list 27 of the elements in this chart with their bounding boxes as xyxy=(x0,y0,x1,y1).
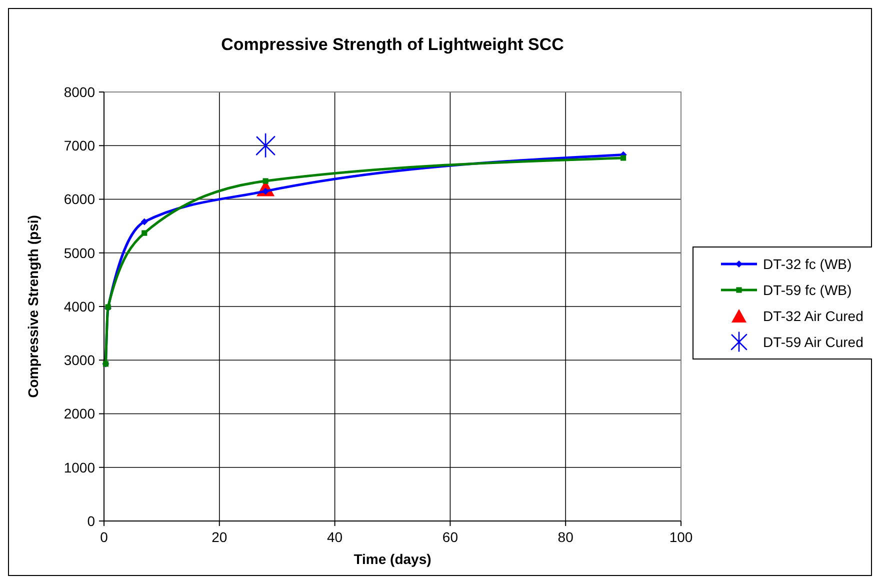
x-tick-label: 100 xyxy=(669,529,693,545)
point xyxy=(620,155,626,161)
x-tick-label: 20 xyxy=(212,529,228,545)
chart-title: Compressive Strength of Lightweight SCC xyxy=(221,35,564,54)
point xyxy=(262,178,268,184)
point xyxy=(140,218,148,226)
y-axis-title: Compressive Strength (psi) xyxy=(25,215,41,398)
y-tick-label: 1000 xyxy=(64,459,96,476)
point xyxy=(256,133,276,158)
y-tick-label: 6000 xyxy=(64,191,96,208)
y-tick-label: 8000 xyxy=(64,84,96,100)
y-tick-label: 0 xyxy=(87,512,96,529)
x-tick-label: 60 xyxy=(442,529,458,545)
legend-label: DT-59 Air Cured xyxy=(763,334,864,350)
y-tick-label: 5000 xyxy=(64,244,96,261)
x-tick-label: 0 xyxy=(100,529,108,545)
y-tick-label: 3000 xyxy=(64,352,96,368)
x-tick-label: 80 xyxy=(558,529,574,545)
legend-label: DT-32 fc (WB) xyxy=(763,256,852,272)
y-tick-label: 4000 xyxy=(64,298,96,314)
point xyxy=(142,230,148,236)
y-tick-label: 2000 xyxy=(64,406,96,422)
x-tick-label: 40 xyxy=(327,529,343,545)
y-tick-label: 7000 xyxy=(64,138,96,154)
legend-label: DT-32 Air Cured xyxy=(763,308,864,324)
legend-label: DT-59 fc (WB) xyxy=(763,282,852,298)
x-axis-title: Time (days) xyxy=(354,551,432,567)
